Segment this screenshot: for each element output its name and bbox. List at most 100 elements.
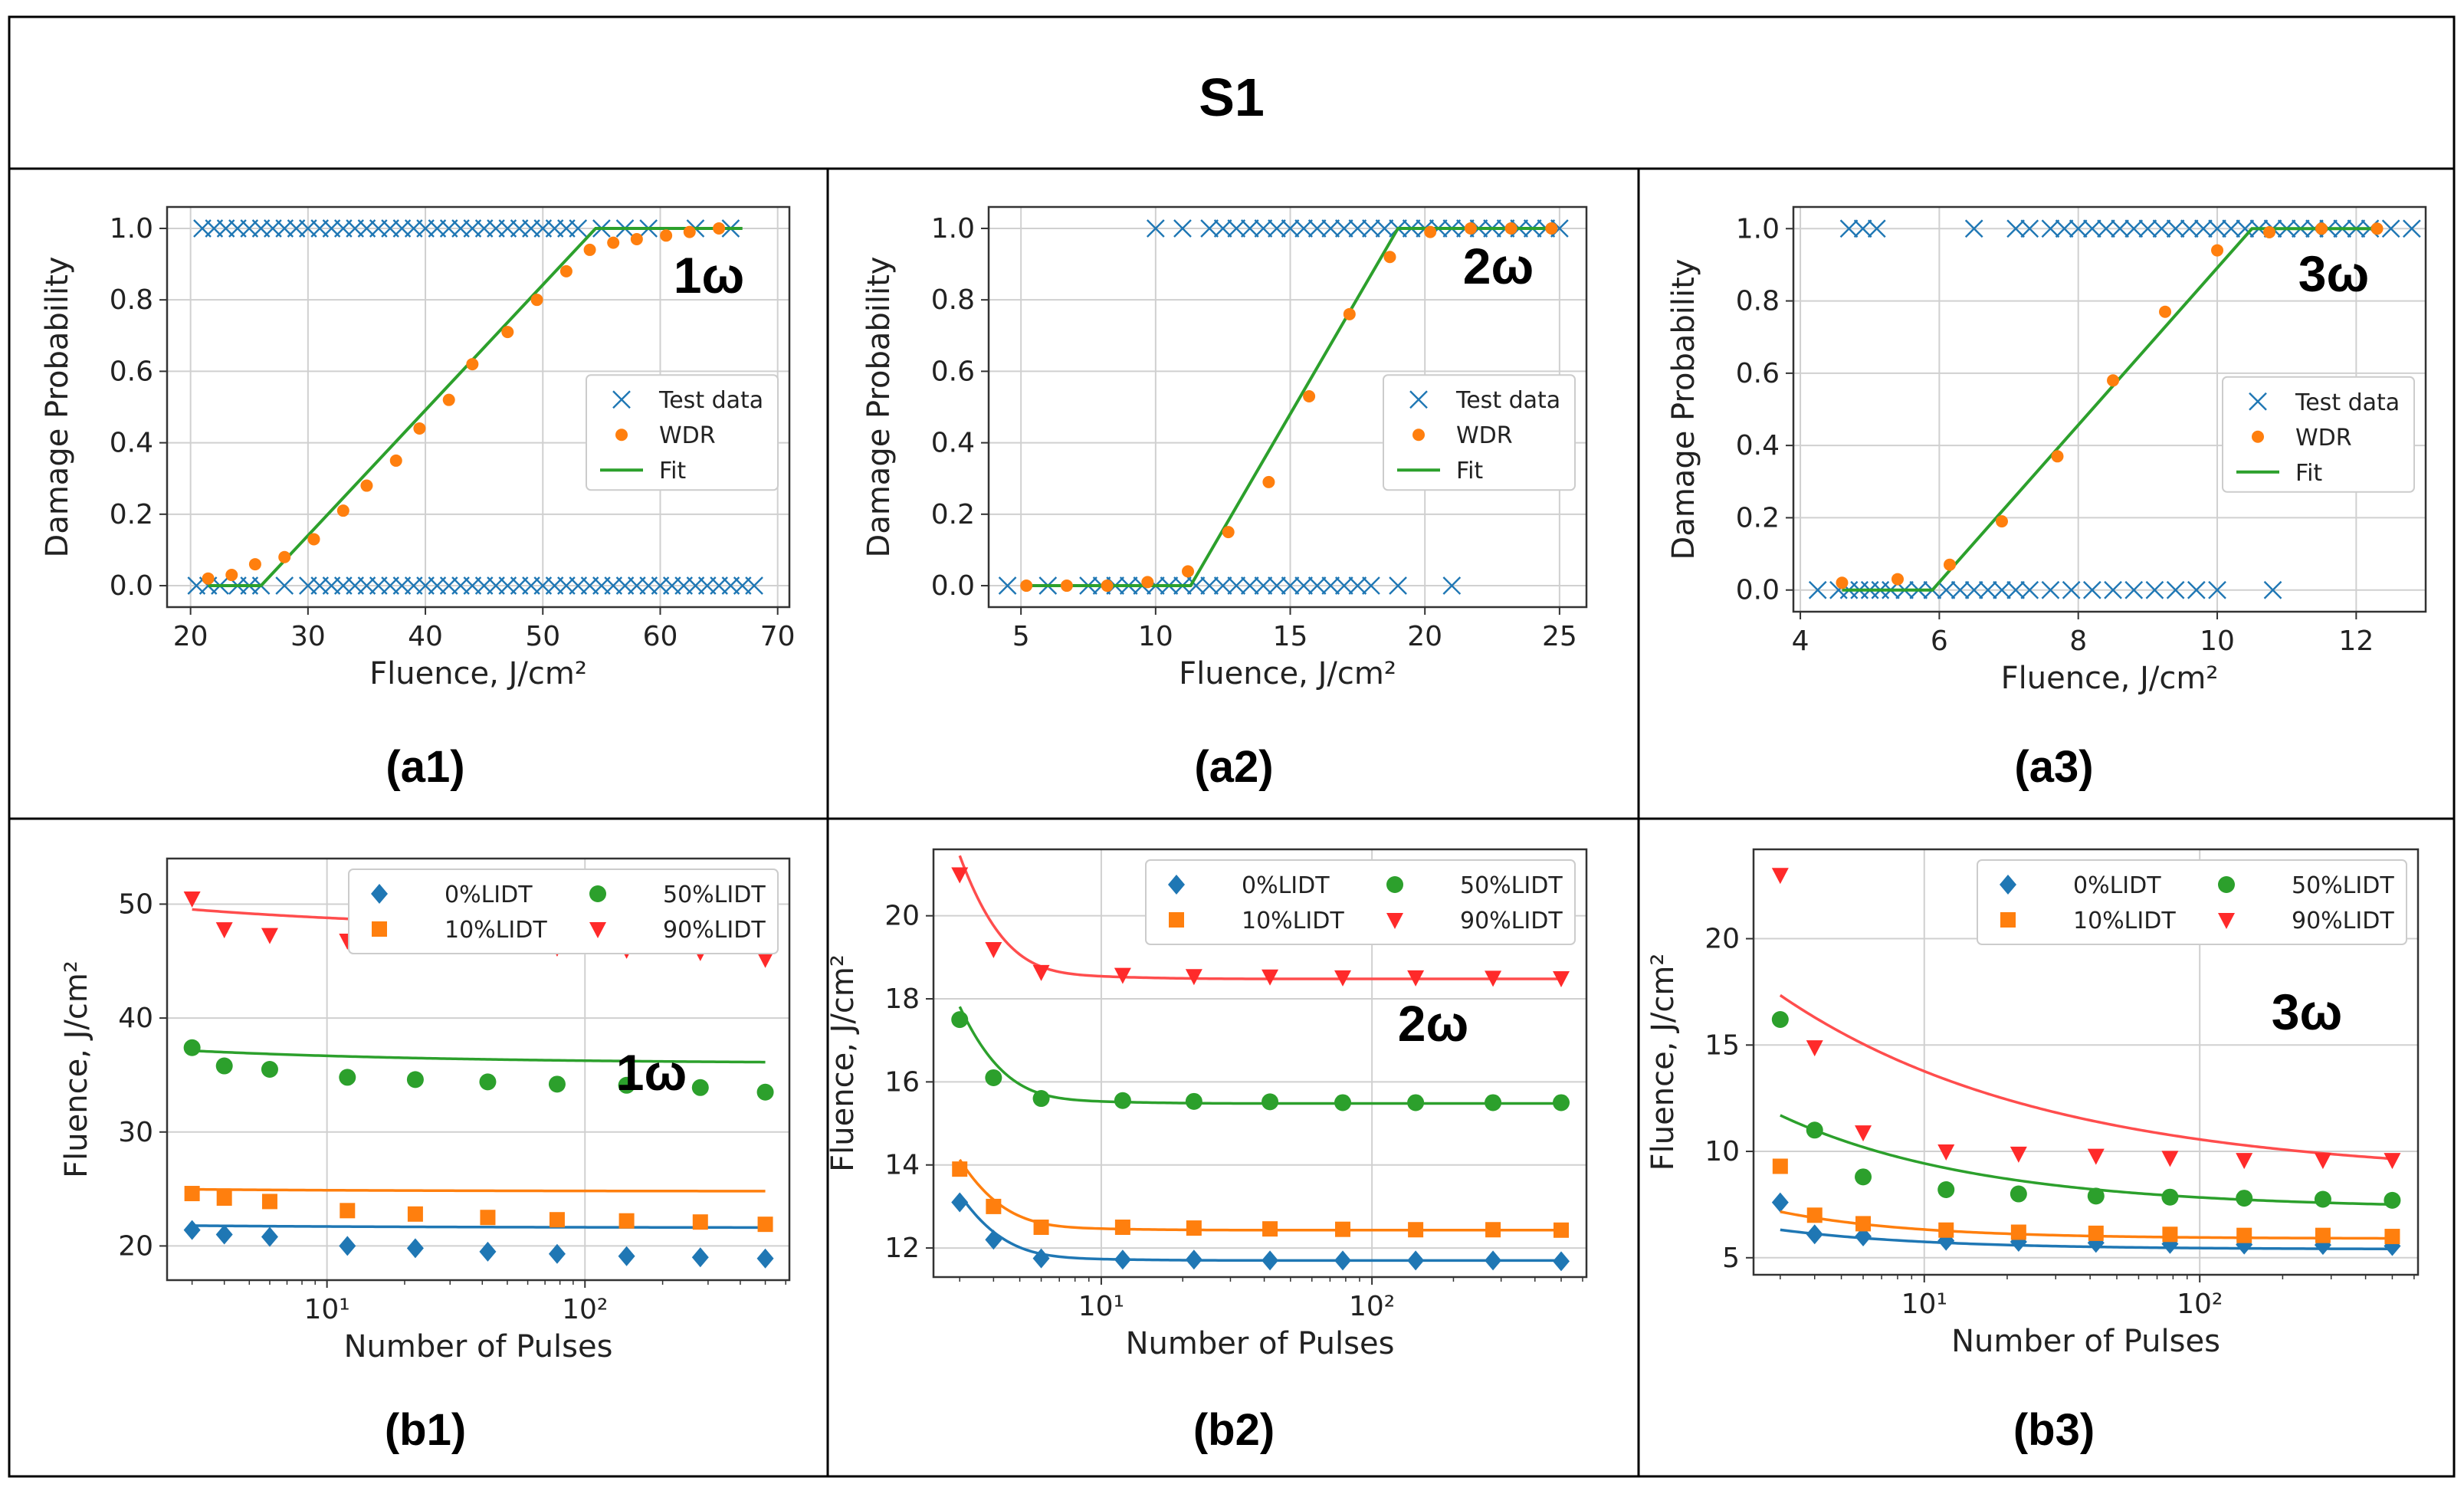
test-data-point: [2020, 219, 2039, 238]
x-tick-label: 60: [643, 621, 678, 652]
wdr-point: [630, 232, 643, 245]
point-50%LIDT: [2087, 1187, 2105, 1205]
legend-label: WDR: [2295, 425, 2352, 451]
y-axis-label: Fluence, J/cm²: [59, 960, 94, 1178]
x-tick-label: 15: [1273, 621, 1308, 652]
point-90%LIDT: [985, 942, 1002, 959]
wdr-point: [442, 393, 455, 406]
fit-curve-90%LIDT: [958, 855, 1561, 980]
test-data-point: [2041, 219, 2060, 238]
point-10%LIDT: [1408, 1222, 1424, 1238]
x-tick-label: 40: [408, 621, 443, 652]
wdr-point: [1383, 251, 1396, 264]
test-data-point: [1321, 576, 1340, 595]
point-0%LIDT: [1262, 1250, 1279, 1271]
legend-label: Test data: [1455, 387, 1560, 414]
test-data-point: [1227, 219, 1246, 238]
test-data-point: [569, 219, 588, 238]
fit-curve-50%LIDT: [192, 1049, 766, 1064]
panel-label: (a1): [386, 742, 464, 792]
point-90%LIDT: [1771, 868, 1789, 885]
test-data-point: [1307, 219, 1327, 238]
legend-marker: [2249, 392, 2267, 411]
test-data-point: [2124, 219, 2144, 238]
test-data-point: [1254, 219, 1273, 238]
y-tick-label: 30: [118, 1117, 153, 1148]
chart-a2: 5 10 15 20 25 0.0 0.2 0.4 0.6 0.8 1.0 Fluence, J/cm…: [861, 205, 1588, 792]
x-tick-label: 5: [1012, 621, 1030, 652]
point-10%LIDT: [692, 1214, 708, 1230]
point-90%LIDT: [215, 922, 233, 939]
test-data-point: [1186, 576, 1206, 595]
test-data-point: [1334, 219, 1353, 238]
wdr-point: [1262, 475, 1275, 488]
x-tick-label: 30: [290, 621, 326, 652]
point-0%LIDT: [1032, 1248, 1050, 1269]
test-data-point: [2403, 219, 2421, 238]
y-tick-label: 18: [884, 983, 920, 1015]
test-data-point: [2069, 219, 2088, 238]
point-0%LIDT: [261, 1226, 278, 1247]
point-0%LIDT: [215, 1224, 233, 1245]
test-data-point: [2263, 580, 2282, 599]
y-tick-label: 20: [1704, 924, 1740, 955]
legend-label: 0%LIDT: [2073, 872, 2161, 899]
test-data-point: [2062, 580, 2081, 599]
wdr-point: [1504, 222, 1517, 235]
wdr-point: [559, 264, 573, 277]
figure-border: [8, 15, 2456, 1478]
legend-marker: [2218, 913, 2235, 929]
y-tick-label: 0.2: [110, 499, 153, 530]
test-data-point: [1867, 219, 1886, 238]
x-tick-label: 10: [1138, 621, 1173, 652]
point-0%LIDT: [479, 1241, 497, 1262]
test-data-point: [998, 576, 1017, 595]
x-axis-label: Fluence, J/cm²: [1179, 656, 1396, 691]
test-data-point: [2194, 219, 2213, 238]
legend-marker: [1386, 913, 1403, 929]
plot-area: [951, 855, 1570, 1272]
legend-label: 50%LIDT: [1460, 872, 1563, 899]
legend-marker: [1412, 428, 1425, 442]
point-90%LIDT: [1334, 970, 1352, 987]
legend-marker: [372, 921, 387, 937]
test-data-point: [1979, 580, 1997, 599]
point-0%LIDT: [756, 1248, 774, 1269]
legend-label: 90%LIDT: [1460, 908, 1563, 934]
point-10%LIDT: [216, 1190, 232, 1206]
point-0%LIDT: [1806, 1224, 1823, 1245]
fit-curve-50%LIDT: [958, 1006, 1561, 1105]
fit-curve-10%LIDT: [958, 1158, 1561, 1232]
point-10%LIDT: [2010, 1224, 2026, 1240]
point-50%LIDT: [1262, 1093, 1279, 1111]
point-50%LIDT: [2161, 1188, 2179, 1206]
legend-marker: [371, 884, 388, 904]
harmonic-annotation: 3ω: [2272, 983, 2342, 1040]
wdr-point: [307, 533, 320, 546]
point-90%LIDT: [1114, 967, 1131, 984]
wdr-point: [683, 225, 696, 238]
y-tick-label: 1.0: [931, 213, 975, 245]
panel-label: (b1): [385, 1405, 466, 1455]
chart-a3: 4 6 8 10 12 0.0 0.2 0.4 0.6 0.8 1.0 Fluence, J/cm² D…: [1666, 205, 2427, 792]
point-10%LIDT: [757, 1217, 773, 1233]
test-data-point: [1240, 219, 1259, 238]
wdr-point: [1891, 573, 1904, 586]
point-50%LIDT: [2314, 1190, 2331, 1208]
wdr-point: [1943, 558, 1956, 571]
point-50%LIDT: [1485, 1094, 1502, 1111]
y-axis-label: Damage Probability: [40, 257, 75, 558]
point-10%LIDT: [952, 1161, 968, 1177]
y-axis-label: Damage Probability: [861, 257, 897, 558]
x-tick-label: 12: [2338, 626, 2374, 657]
harmonic-annotation: 2ω: [1398, 995, 1468, 1052]
wdr-point: [1182, 565, 1194, 578]
test-data-point: [2138, 219, 2157, 238]
test-data-point: [1839, 219, 1859, 238]
test-data-point: [1294, 576, 1313, 595]
y-tick-label: 1.0: [1736, 213, 1780, 245]
wdr-point: [202, 572, 215, 585]
y-tick-label: 0.6: [110, 356, 153, 387]
legend-label: 10%LIDT: [2073, 908, 2176, 934]
point-0%LIDT: [1855, 1226, 1872, 1247]
